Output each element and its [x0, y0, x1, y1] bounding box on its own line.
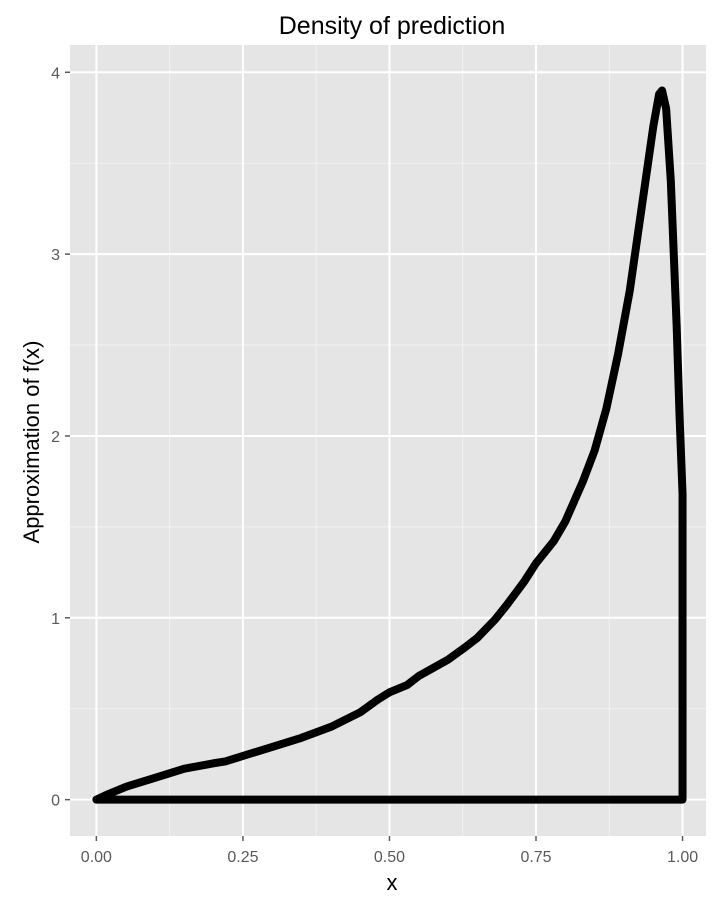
x-tick-label: 1.00: [667, 849, 698, 866]
y-axis-label: Approximation of f(x): [19, 341, 44, 544]
y-tick-label: 3: [51, 247, 60, 264]
x-tick-label: 0.50: [374, 849, 405, 866]
x-tick-label: 0.00: [81, 849, 112, 866]
x-axis-ticks: 0.00 0.25 0.50 0.75 1.00: [81, 836, 698, 866]
y-tick-label: 0: [51, 793, 60, 810]
series-layer: [92, 86, 687, 804]
minor-grid-x: [169, 45, 610, 836]
x-tick-label: 0.75: [520, 849, 551, 866]
x-axis-label: x: [387, 870, 398, 895]
minor-grid-y: [70, 162, 706, 710]
density-line: [92, 86, 687, 804]
y-tick-label: 4: [51, 65, 60, 82]
y-tick-label: 2: [51, 429, 60, 446]
x-tick-label: 0.25: [227, 849, 258, 866]
y-tick-label: 1: [51, 611, 60, 628]
y-axis-ticks: 0 1 2 3 4: [51, 65, 70, 810]
chart-title: Density of prediction: [279, 12, 506, 40]
